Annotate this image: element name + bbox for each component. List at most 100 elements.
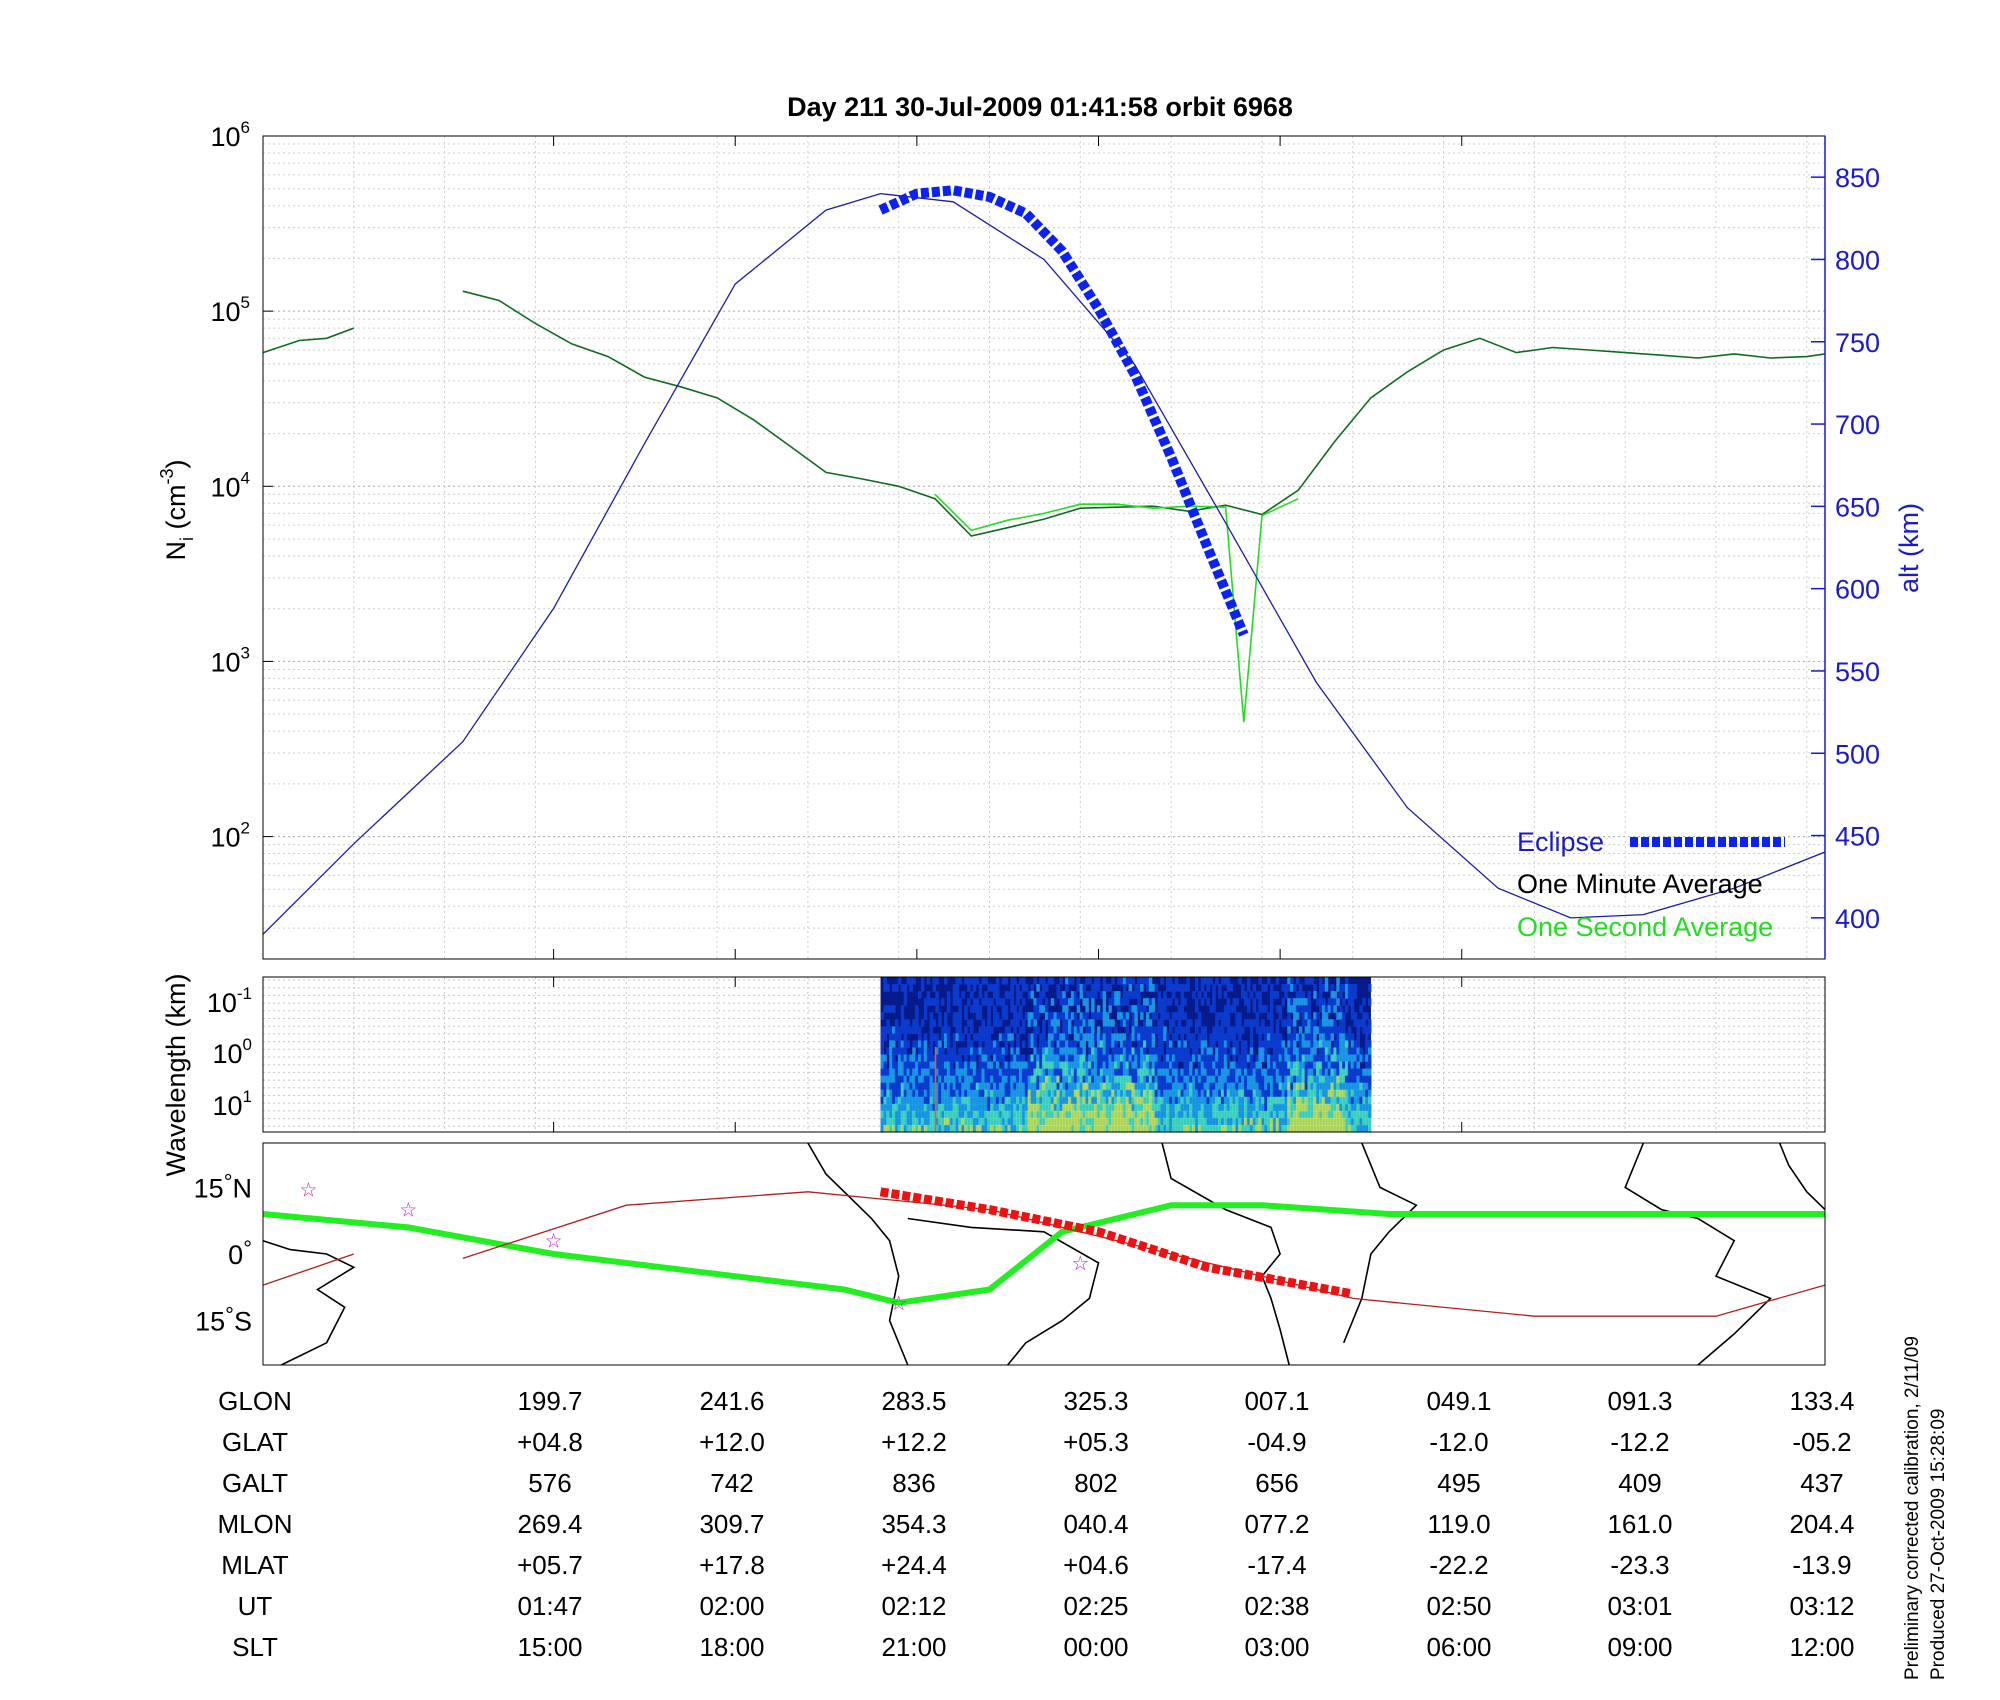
spectrogram-cell: [915, 1019, 919, 1027]
spectrogram-cell: [1203, 1096, 1208, 1105]
spectrogram-cell: [1157, 1054, 1161, 1063]
spectrogram-cell: [1293, 1054, 1297, 1063]
spectrogram-cell: [1324, 1026, 1329, 1034]
spectrogram-cell: [1125, 1117, 1130, 1126]
spectrogram-cell: [1200, 1061, 1205, 1070]
spectrogram-cell: [1365, 1047, 1369, 1056]
spectrogram-cell: [1258, 1089, 1262, 1098]
spectrogram-cell: [1316, 1117, 1320, 1126]
spectrogram-cell: [1272, 1040, 1277, 1049]
spectrogram-cell: [1021, 998, 1026, 1006]
spectrogram-cell: [1174, 1082, 1179, 1091]
spectrogram-cell: [1333, 1019, 1337, 1027]
spectrogram-cell: [1145, 1033, 1150, 1042]
spectrogram-cell: [1157, 1117, 1161, 1126]
spectrogram-cell: [1319, 1075, 1323, 1084]
spectrogram-cell: [1278, 1089, 1283, 1098]
spectrogram-cell: [1353, 1047, 1358, 1056]
spectrogram-cell: [1336, 1110, 1340, 1119]
spectrogram-cell: [1042, 1054, 1046, 1063]
spectrogram-cell: [1339, 1117, 1343, 1126]
spectrogram-cell: [1007, 991, 1011, 999]
spectrogram-cell: [1174, 1110, 1179, 1119]
spectrogram-cell: [1319, 998, 1323, 1006]
spectrogram-cell: [1050, 1019, 1055, 1027]
footer-calibration-note: Preliminary corrected calibration, 2/11/…: [1902, 1336, 1923, 1680]
spectrogram-cell: [1321, 1103, 1326, 1112]
spectrogram-cell: [955, 1068, 960, 1077]
spectrogram-cell: [1068, 1117, 1072, 1126]
spectrogram-cell: [1169, 1061, 1173, 1070]
spectrogram-cell: [938, 1117, 942, 1126]
spectrogram-cell: [1119, 1103, 1124, 1112]
spectrogram-cell: [1287, 1061, 1291, 1070]
spectrogram-cell: [1016, 1061, 1020, 1070]
spectrogram-cell: [1140, 1054, 1144, 1063]
spectrogram-cell: [1301, 1089, 1306, 1098]
spectrogram-cell: [1122, 991, 1127, 999]
spectrogram-cell: [1171, 1068, 1176, 1077]
spectrogram-cell: [941, 1068, 945, 1077]
spectrogram-cell: [1065, 1019, 1069, 1027]
spectrogram-cell: [1272, 1047, 1277, 1056]
spectrogram-cell: [1342, 1047, 1346, 1056]
spectrogram-cell: [1347, 1103, 1352, 1112]
spectrogram-cell: [1209, 1096, 1213, 1105]
spectrogram-cell: [1143, 1075, 1147, 1084]
spectrogram-cell: [1275, 1061, 1280, 1070]
spectrogram-cell: [1189, 1075, 1193, 1084]
spectrogram-cell: [1166, 1040, 1170, 1049]
spectrogram-cell: [1249, 1061, 1254, 1070]
spectrogram-cell: [909, 1110, 913, 1119]
spectrogram-cell: [880, 1096, 885, 1105]
spectrogram-cell: [1342, 998, 1346, 1006]
spectrogram-cell: [1140, 1040, 1144, 1049]
spectrogram-cell: [1111, 1082, 1115, 1091]
spectrogram-cell: [1027, 1124, 1032, 1133]
spectrogram-cell: [1001, 1089, 1006, 1098]
spectrogram-cell: [1094, 1012, 1098, 1020]
spectrogram-cell: [1140, 1012, 1144, 1020]
spectrogram-cell: [900, 1047, 905, 1056]
spectrogram-cell: [1111, 1089, 1115, 1098]
spectrogram-cell: [1027, 1061, 1032, 1070]
spectrogram-cell: [886, 1068, 890, 1077]
spectrogram-cell: [1255, 1054, 1260, 1063]
spectrogram-cell: [1235, 1082, 1239, 1091]
spectrogram-cell: [1076, 1019, 1081, 1027]
spectrogram-cell: [1321, 1033, 1326, 1042]
spectrogram-cell: [1053, 1068, 1058, 1077]
spectrogram-cell: [1119, 1019, 1124, 1027]
spectrogram-cell: [1232, 1033, 1236, 1042]
spectrogram-cell: [906, 1124, 910, 1133]
spectrogram-cell: [1047, 1068, 1052, 1077]
spectrogram-cell: [1039, 1040, 1043, 1049]
spectrogram-cell: [1143, 1019, 1147, 1027]
spectrogram-cell: [1267, 1012, 1271, 1020]
spectrogram-cell: [1215, 1061, 1219, 1070]
spectrogram-cell: [1287, 1040, 1291, 1049]
spectrogram-cell: [952, 1040, 957, 1049]
spectrogram-cell: [1102, 1012, 1107, 1020]
spectrogram-cell: [969, 1047, 974, 1056]
spectrogram-cell: [975, 977, 980, 985]
spectrogram-cell: [1157, 1110, 1161, 1119]
spectrogram-cell: [1212, 1117, 1216, 1126]
spectrogram-cell: [1290, 1089, 1294, 1098]
spectrogram-cell: [1186, 1103, 1190, 1112]
spectrogram-cell: [1044, 1124, 1049, 1133]
spectrogram-cell: [897, 1054, 902, 1063]
spectrogram-cell: [1004, 1068, 1009, 1077]
spectrogram-cell: [1180, 1096, 1185, 1105]
spectrogram-cell: [1177, 1040, 1182, 1049]
spectrogram-cell: [984, 1089, 988, 1098]
spectrogram-cell: [1278, 1061, 1283, 1070]
spectrogram-cell: [918, 991, 922, 999]
spectrogram-cell: [1344, 1068, 1349, 1077]
spectrogram-cell: [1128, 1075, 1133, 1084]
spectrogram-cell: [1223, 1040, 1228, 1049]
spectrogram-cell: [1206, 1068, 1210, 1077]
spectrogram-cell: [1088, 1096, 1092, 1105]
spectrogram-cell: [909, 1124, 913, 1133]
